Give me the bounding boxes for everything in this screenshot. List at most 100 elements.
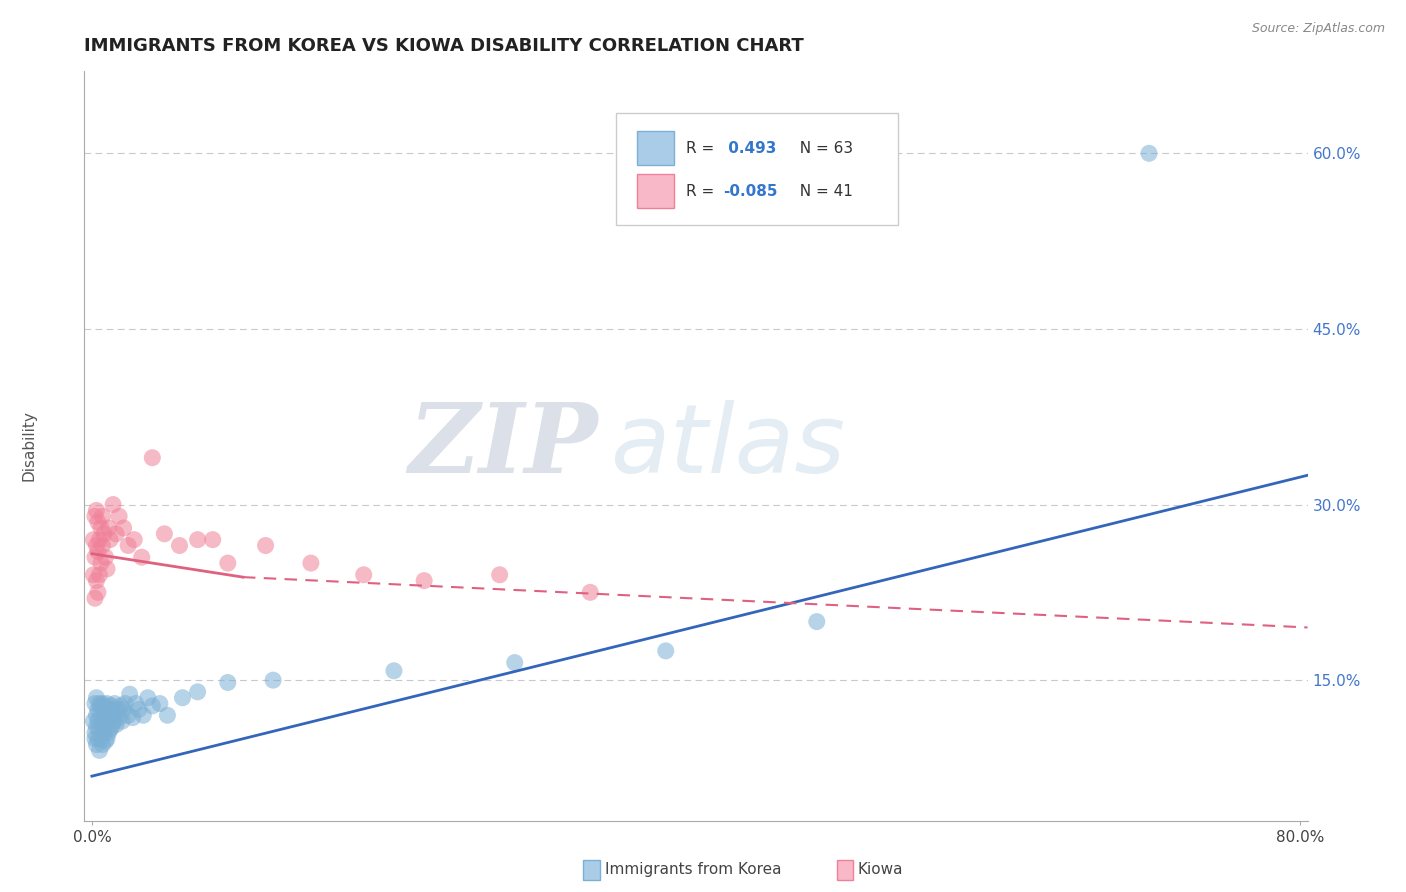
Point	[105, 526, 128, 541]
Point	[121, 710, 143, 724]
Point	[100, 698, 122, 713]
Point	[96, 697, 118, 711]
Point	[97, 521, 120, 535]
Point	[98, 723, 121, 737]
Text: Source: ZipAtlas.com: Source: ZipAtlas.com	[1251, 22, 1385, 36]
Point	[112, 702, 135, 716]
Point	[100, 720, 122, 734]
Text: 0.493: 0.493	[723, 141, 776, 156]
Point	[1137, 146, 1160, 161]
Point	[382, 664, 405, 678]
Point	[149, 697, 172, 711]
Point	[503, 656, 526, 670]
FancyBboxPatch shape	[637, 131, 673, 165]
Point	[89, 533, 111, 547]
Point	[806, 615, 828, 629]
Point	[86, 503, 108, 517]
Point	[217, 675, 239, 690]
Point	[87, 544, 110, 558]
Text: N = 63: N = 63	[790, 141, 853, 156]
Point	[96, 714, 118, 728]
Point	[90, 731, 112, 746]
Point	[103, 714, 125, 728]
Point	[97, 726, 120, 740]
Point	[94, 702, 117, 716]
Point	[117, 539, 139, 553]
Point	[169, 539, 191, 553]
Text: R =: R =	[686, 184, 720, 199]
Point	[84, 697, 107, 711]
Point	[91, 717, 114, 731]
Point	[87, 702, 110, 716]
Point	[91, 539, 114, 553]
Point	[89, 723, 111, 737]
Point	[96, 731, 118, 746]
Point	[84, 550, 107, 565]
Text: -0.085: -0.085	[723, 184, 778, 199]
Point	[254, 539, 277, 553]
Point	[87, 731, 110, 746]
Point	[98, 702, 121, 716]
Point	[488, 567, 510, 582]
Point	[101, 710, 124, 724]
FancyBboxPatch shape	[637, 174, 673, 208]
Point	[105, 717, 128, 731]
Point	[353, 567, 375, 582]
Point	[84, 726, 107, 740]
Point	[82, 714, 104, 728]
Point	[153, 526, 176, 541]
Point	[579, 585, 602, 599]
Point	[94, 734, 117, 748]
Point	[114, 697, 136, 711]
FancyBboxPatch shape	[616, 112, 898, 225]
Point	[122, 533, 145, 547]
Point	[89, 697, 111, 711]
Point	[90, 698, 112, 713]
Text: N = 41: N = 41	[790, 184, 853, 199]
Point	[90, 521, 112, 535]
Point	[131, 550, 153, 565]
Point	[96, 562, 118, 576]
Point	[84, 591, 107, 606]
Point	[86, 708, 108, 723]
Text: Immigrants from Korea: Immigrants from Korea	[605, 863, 782, 877]
Point	[86, 539, 108, 553]
Point	[91, 509, 114, 524]
Point	[172, 690, 194, 705]
Point	[98, 533, 121, 547]
Text: ZIP: ZIP	[409, 399, 598, 493]
Point	[86, 720, 108, 734]
Point	[93, 526, 115, 541]
Point	[125, 697, 148, 711]
Point	[82, 567, 104, 582]
Point	[101, 498, 124, 512]
Point	[110, 698, 132, 713]
Point	[187, 533, 209, 547]
Point	[118, 687, 141, 701]
Text: IMMIGRANTS FROM KOREA VS KIOWA DISABILITY CORRELATION CHART: IMMIGRANTS FROM KOREA VS KIOWA DISABILIT…	[84, 37, 804, 54]
Point	[82, 533, 104, 547]
Point	[87, 714, 110, 728]
Point	[86, 738, 108, 752]
Point	[108, 509, 131, 524]
Point	[90, 710, 112, 724]
Point	[111, 714, 134, 728]
Point	[97, 702, 120, 716]
Point	[93, 714, 115, 728]
Point	[108, 710, 131, 724]
Point	[94, 550, 117, 565]
Point	[141, 698, 163, 713]
Point	[217, 556, 239, 570]
Point	[112, 521, 135, 535]
Point	[86, 690, 108, 705]
Point	[87, 585, 110, 599]
Point	[89, 743, 111, 757]
Text: Disability: Disability	[22, 410, 37, 482]
Point	[91, 738, 114, 752]
Point	[90, 556, 112, 570]
Text: R =: R =	[686, 141, 720, 156]
Point	[89, 567, 111, 582]
Point	[655, 644, 678, 658]
Point	[84, 509, 107, 524]
Text: Kiowa: Kiowa	[858, 863, 903, 877]
